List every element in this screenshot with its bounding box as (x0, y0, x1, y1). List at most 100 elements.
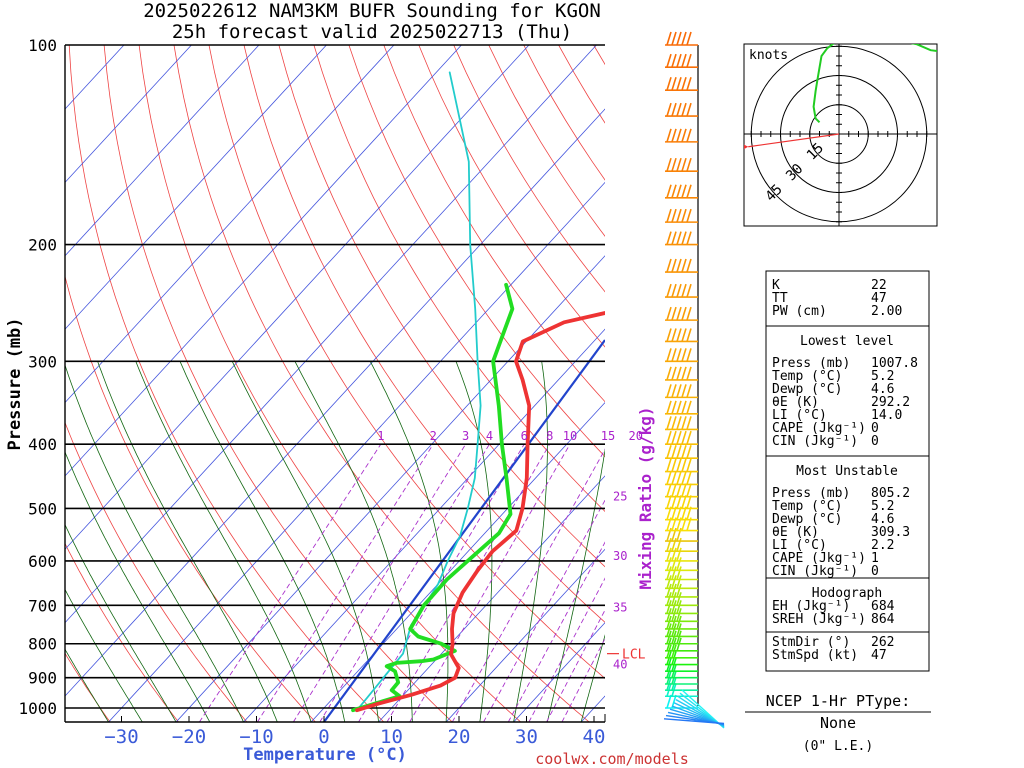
dry-adiabat (138, 45, 521, 722)
background-lines (65, 45, 605, 722)
wind-barb (665, 471, 698, 486)
watermark: coolwx.com/models (535, 750, 689, 768)
lowest-level-row-value: 292.2 (871, 395, 910, 410)
moist-adiabat (513, 361, 548, 722)
surface-barb (663, 718, 725, 725)
moist-adiabat (65, 588, 143, 722)
dewpoint-profile (351, 282, 515, 713)
wind-barb (665, 366, 698, 381)
isotherm (378, 475, 605, 722)
temperature-profile (355, 311, 605, 713)
storm-motion-vector (748, 133, 840, 148)
index-row-value: 2.00 (871, 304, 902, 319)
mixing-ratio-label: 20 (629, 429, 643, 443)
pressure-tick-label: 200 (28, 236, 57, 255)
most-unstable-row-value: 5.2 (871, 499, 894, 514)
x-tick-label: −20 (172, 726, 206, 748)
lowest-level-row-value: 5.2 (871, 369, 894, 384)
isotherm (65, 45, 395, 404)
storm-row-label: StmSpd (kt) (772, 648, 858, 663)
wind-barb (665, 430, 698, 445)
moist-adiabat (97, 361, 278, 722)
most-unstable-row-value: 4.6 (871, 512, 894, 527)
ptype-header: NCEP 1-Hr PType: (766, 692, 911, 710)
wind-barb (665, 208, 698, 223)
wind-barb (665, 184, 698, 199)
isotherm (310, 401, 605, 722)
pressure-tick-label: 1000 (18, 699, 57, 718)
mixing-ratio-label: 3 (462, 429, 469, 443)
dry-adiabat (65, 652, 111, 722)
pressure-tick-label: 400 (28, 435, 57, 454)
dry-adiabat (65, 542, 179, 722)
hodograph-row-label: EH (Jkg⁻¹) (772, 599, 850, 614)
wind-barb (665, 128, 698, 143)
isobars (64, 44, 606, 723)
most-unstable-row-label: Temp (°C) (772, 499, 842, 514)
lowest-level-row-value: 1007.8 (871, 356, 918, 371)
mixing-ratio-label: 25 (613, 490, 627, 504)
lowest-level-row-label: LI (°C) (772, 408, 827, 423)
isotherm (445, 548, 605, 722)
wind-barb (665, 575, 698, 590)
storm-motion-arrowhead (744, 144, 749, 150)
wind-barb (665, 566, 698, 581)
dry-adiabat (103, 45, 453, 722)
wind-barb (665, 592, 698, 607)
dry-adiabat (65, 421, 248, 722)
moist-adiabat (369, 361, 449, 722)
moist-adiabat (580, 634, 605, 722)
mixing-ratio-line (292, 443, 467, 722)
moist-adiabat (65, 363, 244, 722)
isotherm (65, 45, 597, 624)
pressure-tick-label: 500 (28, 499, 57, 518)
most-unstable-row-label: CIN (Jkg⁻¹) (772, 564, 858, 579)
hodograph-row-value: 684 (871, 599, 895, 614)
index-row-label: PW (cm) (772, 304, 827, 319)
mixing-ratio-axis-label: Mixing Ratio (g/kg) (636, 406, 655, 589)
wind-barb (665, 416, 698, 431)
most-unstable-row-label: CAPE (Jkg⁻¹) (772, 551, 866, 566)
pressure-tick-label: 900 (28, 669, 57, 688)
index-row-value: 47 (871, 291, 887, 306)
most-unstable-row-label: LI (°C) (772, 538, 827, 553)
lowest-level-row-value: 14.0 (871, 408, 902, 423)
ptype-value: None (820, 714, 856, 732)
pressure-tick-label: 800 (28, 635, 57, 654)
moist-adiabat (65, 523, 177, 722)
hodograph-trace (812, 44, 937, 124)
hodograph-section-header: Hodograph (812, 586, 882, 601)
moist-adiabat (65, 450, 211, 722)
lowest-level-row-label: θE (K) (772, 395, 819, 410)
ptype-panel: NCEP 1-Hr PType: None (0" L.E.) (745, 692, 931, 754)
moist-adiabat (135, 361, 312, 722)
mixing-ratio-label: 1 (377, 429, 384, 443)
lowest-level-row-value: 4.6 (871, 382, 894, 397)
wind-barb (665, 231, 698, 246)
storm-row-value: 262 (871, 635, 894, 650)
storm-row-value: 47 (871, 648, 887, 663)
chart-title: 2025022612 NAM3KM BUFR Sounding for KGON (143, 0, 601, 22)
lowest-level-row-label: Dewp (°C) (772, 382, 842, 397)
x-tick-label: 30 (515, 726, 538, 748)
moist-adiabat (455, 361, 493, 722)
x-tick-label: −30 (104, 726, 138, 748)
ptype-sub: (0" L.E.) (803, 739, 873, 754)
wind-barb (665, 102, 698, 117)
wind-barb (665, 583, 698, 598)
pressure-tick-label: 700 (28, 596, 57, 615)
x-tick-label: 0 (318, 726, 329, 748)
wind-barb (665, 31, 698, 46)
wind-barb (665, 600, 698, 615)
lowest-level-row-value: 0 (871, 434, 879, 449)
temperature-tick-labels: −30 −20 −10 0 10 20 30 40 (104, 716, 605, 748)
mixing-ratio-line (507, 541, 605, 722)
mixing-ratio-line (483, 499, 605, 722)
mixing-ratio-line (257, 443, 434, 722)
dry-adiabat (243, 45, 605, 623)
pressure-tick-labels: 1000 900 800 700 600 500 400 300 200 100 (18, 36, 57, 718)
index-row-label: TT (772, 291, 788, 306)
mixing-ratio-line (546, 609, 605, 722)
mixing-ratio-label: 4 (486, 429, 493, 443)
